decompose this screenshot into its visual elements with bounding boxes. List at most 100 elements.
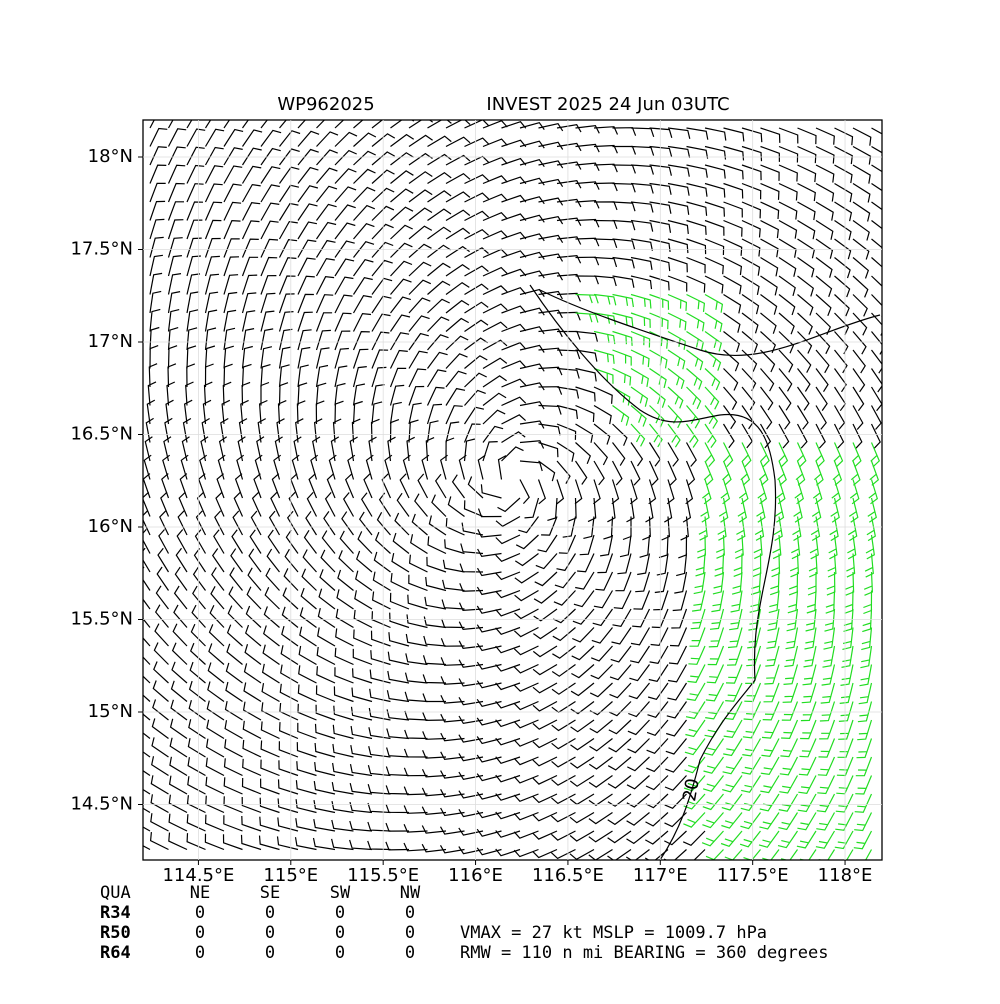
wind-barb (575, 162, 600, 172)
wind-barb (193, 548, 207, 573)
wind-barb (834, 294, 850, 317)
wind-barb (167, 291, 181, 314)
wind-barb (445, 405, 463, 425)
wind-barb (513, 700, 539, 711)
wind-barb (461, 522, 484, 536)
wind-barb (408, 189, 433, 203)
wind-barb (371, 295, 392, 314)
wind-barb (593, 423, 611, 445)
wind-barb (427, 208, 452, 221)
wind-barb (852, 368, 866, 393)
wind-barb (334, 294, 353, 314)
wind-barb (626, 830, 650, 845)
wind-barb (593, 386, 613, 404)
wind-barb (855, 775, 873, 795)
wind-barb (315, 276, 335, 295)
wind-barb (187, 776, 206, 795)
wind-barb (664, 793, 687, 810)
wind-barb (685, 719, 706, 738)
wind-barb (772, 534, 782, 560)
wind-barb (427, 280, 451, 295)
wind-barb (297, 257, 316, 277)
x-tick-label: 115°E (263, 865, 318, 886)
wind-barb (741, 219, 761, 238)
wind-barb (209, 605, 225, 628)
wind-barb (768, 590, 780, 614)
wind-barb (819, 719, 836, 740)
wind-barb (552, 645, 576, 659)
wind-barb (299, 607, 317, 628)
wind-barb (630, 349, 650, 368)
wind-barb (834, 164, 853, 184)
wind-barb (444, 539, 465, 555)
wind-barb (143, 845, 151, 851)
wind-barb (556, 236, 582, 245)
wind-barb (789, 553, 800, 578)
wind-barb (365, 454, 374, 480)
wind-barb (538, 272, 564, 281)
wind-barb (871, 127, 882, 135)
wind-barb (810, 516, 821, 542)
wind-barb (330, 436, 340, 462)
wind-barb (723, 201, 743, 218)
wind-barb (408, 402, 422, 425)
wind-barb (570, 682, 595, 697)
wind-barb (246, 586, 262, 610)
wind-barb (686, 127, 709, 140)
wind-barb (852, 423, 863, 449)
wind-barb (815, 405, 827, 430)
wind-barb (337, 569, 354, 591)
wind-barb (708, 627, 725, 648)
wind-barb (664, 775, 687, 791)
wind-barb (501, 157, 527, 166)
wind-barb (460, 543, 484, 555)
wind-barb (579, 534, 595, 556)
wind-barb (408, 171, 433, 184)
wind-barb (852, 405, 864, 430)
wind-barb (591, 627, 613, 644)
table-header: NW (400, 883, 421, 903)
wind-barb (445, 299, 470, 314)
wind-barb (846, 553, 856, 578)
wind-barb (263, 606, 280, 628)
wind-barb (408, 368, 427, 388)
wind-barb (355, 550, 373, 573)
wind-barb (791, 534, 801, 560)
wind-barb (222, 834, 243, 851)
wind-barb (464, 265, 489, 277)
wind-barb (422, 674, 447, 684)
wind-barb (258, 835, 280, 851)
wind-barb (408, 574, 428, 592)
wind-barb (703, 460, 714, 486)
wind-barb (167, 219, 184, 240)
wind-barb (241, 147, 262, 166)
wind-barb (834, 220, 852, 241)
wind-barb (630, 330, 651, 348)
wind-barb (868, 479, 878, 505)
wind-barb (358, 511, 373, 536)
wind-barb (463, 423, 481, 443)
wind-barb (204, 120, 212, 129)
wind-barb (575, 125, 600, 134)
wind-barb (344, 473, 355, 499)
wind-barb (259, 816, 280, 832)
wind-barb (223, 120, 231, 129)
wind-barb (338, 550, 354, 573)
wind-barb (848, 497, 859, 523)
wind-barb (495, 719, 521, 728)
wind-barb (476, 698, 502, 707)
wind-barb (538, 366, 563, 376)
wind-barb (723, 719, 743, 739)
wind-barb (686, 368, 703, 390)
wind-barb (834, 312, 850, 336)
wind-barb (572, 627, 595, 643)
wind-barb (477, 548, 502, 558)
wind-barb (654, 571, 669, 594)
wind-barb (778, 405, 791, 430)
wind-barb (649, 645, 669, 664)
wind-barb (633, 590, 651, 610)
wind-barb (458, 659, 484, 668)
wind-barb (834, 331, 849, 355)
wind-barb (186, 237, 202, 258)
wind-barb (316, 131, 339, 147)
